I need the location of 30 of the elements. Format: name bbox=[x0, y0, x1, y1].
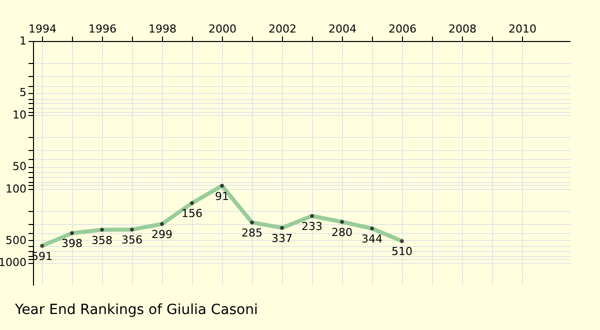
data-label: 299 bbox=[152, 228, 172, 241]
y-tick-label: 500 bbox=[6, 234, 26, 247]
data-label: 344 bbox=[362, 232, 382, 246]
data-label: 233 bbox=[302, 220, 322, 233]
data-label: 337 bbox=[272, 232, 292, 245]
data-label: 358 bbox=[92, 234, 112, 247]
y-tick-label: 5 bbox=[20, 86, 26, 100]
y-tick-label: 50 bbox=[12, 160, 26, 174]
data-label: 285 bbox=[242, 226, 262, 240]
x-tick-label: 2008 bbox=[448, 22, 476, 36]
y-tick-label: 10 bbox=[12, 108, 26, 122]
x-tick-label: 2004 bbox=[328, 22, 356, 36]
x-tick-label: 1998 bbox=[148, 22, 176, 36]
y-tick-label: 1 bbox=[20, 34, 26, 48]
x-tick-label: 2010 bbox=[508, 22, 536, 36]
data-label: 510 bbox=[392, 245, 412, 258]
data-label: 398 bbox=[62, 237, 82, 250]
x-tick-label: 2002 bbox=[268, 22, 296, 36]
x-tick-label: 1994 bbox=[28, 22, 56, 36]
data-label: 91 bbox=[215, 190, 229, 203]
y-tick-label: 100 bbox=[6, 182, 26, 196]
x-tick-label: 2000 bbox=[208, 22, 236, 36]
x-tick-label: 1996 bbox=[88, 22, 116, 36]
data-label: 356 bbox=[122, 234, 142, 247]
y-tick-label: 1000 bbox=[0, 256, 26, 270]
text: Year End Rankings of Giulia Casoni bbox=[14, 302, 258, 318]
data-label: 156 bbox=[182, 207, 202, 220]
data-label: 280 bbox=[332, 226, 352, 239]
x-tick-label: 2006 bbox=[388, 22, 416, 36]
line-series bbox=[40, 184, 404, 248]
